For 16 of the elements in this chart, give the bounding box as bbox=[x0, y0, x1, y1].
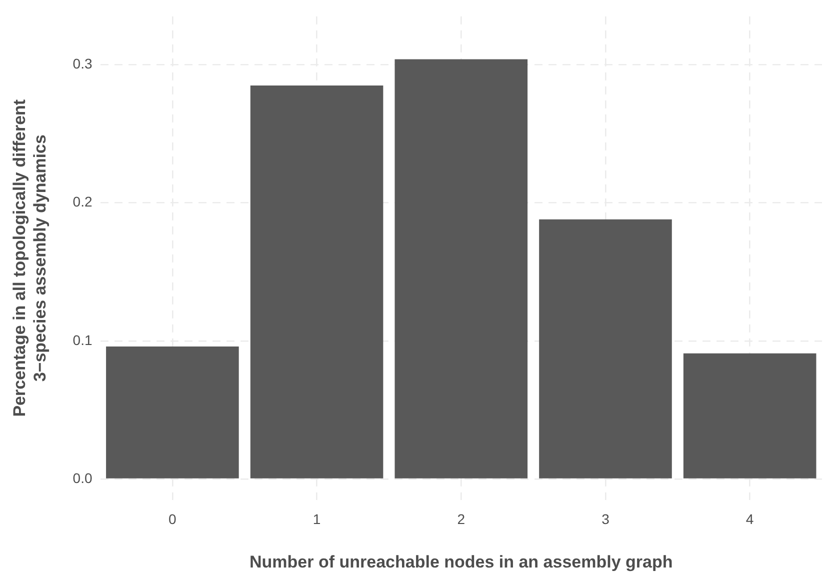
x-axis-title: Number of unreachable nodes in an assembly graph bbox=[250, 552, 673, 572]
bar bbox=[539, 219, 672, 478]
x-tick-label: 3 bbox=[602, 511, 610, 528]
bar bbox=[250, 85, 384, 478]
y-tick-label: 0.3 bbox=[72, 56, 92, 72]
bar bbox=[394, 59, 528, 478]
y-tick-label: 0.1 bbox=[72, 332, 92, 348]
x-tick-label: 1 bbox=[312, 511, 321, 528]
y-axis-title: Percentage in all topologically different 3−species assembly dynamics bbox=[10, 99, 50, 417]
y-tick-label: 0.0 bbox=[72, 470, 92, 486]
bar bbox=[106, 346, 239, 478]
x-tick-label: 0 bbox=[168, 511, 177, 528]
y-tick-label: 0.2 bbox=[72, 194, 92, 210]
x-tick-label: 4 bbox=[746, 511, 754, 528]
bar bbox=[683, 353, 816, 478]
x-tick-label: 2 bbox=[457, 511, 466, 528]
